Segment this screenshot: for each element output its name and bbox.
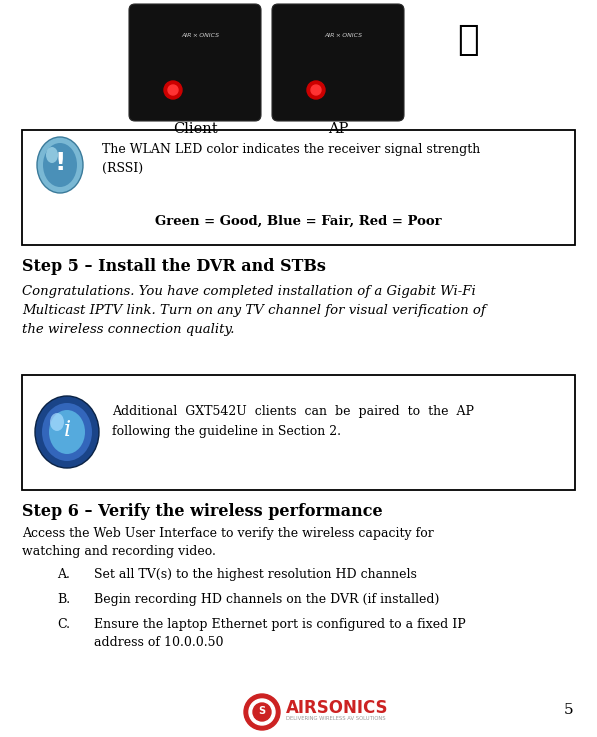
Text: Set all TV(s) to the highest resolution HD channels: Set all TV(s) to the highest resolution … bbox=[94, 568, 417, 581]
Text: Congratulations. You have completed installation of a Gigabit Wi-Fi
Multicast IP: Congratulations. You have completed inst… bbox=[22, 285, 486, 336]
FancyBboxPatch shape bbox=[22, 375, 575, 490]
Text: Client: Client bbox=[173, 122, 217, 136]
Text: Additional  GXT542U  clients  can  be  paired  to  the  AP
following the guideli: Additional GXT542U clients can be paired… bbox=[112, 405, 474, 438]
Text: Ensure the laptop Ethernet port is configured to a fixed IP
address of 10.0.0.50: Ensure the laptop Ethernet port is confi… bbox=[94, 618, 466, 649]
Text: Access the Web User Interface to verify the wireless capacity for
watching and r: Access the Web User Interface to verify … bbox=[22, 527, 434, 559]
Circle shape bbox=[253, 703, 271, 721]
FancyBboxPatch shape bbox=[129, 4, 261, 121]
Text: 5: 5 bbox=[564, 703, 573, 717]
Ellipse shape bbox=[43, 143, 77, 187]
Text: Step 5 – Install the DVR and STBs: Step 5 – Install the DVR and STBs bbox=[22, 258, 326, 275]
Circle shape bbox=[244, 694, 280, 730]
Text: !: ! bbox=[54, 151, 66, 175]
Text: Green = Good, Blue = Fair, Red = Poor: Green = Good, Blue = Fair, Red = Poor bbox=[155, 215, 442, 228]
Ellipse shape bbox=[49, 410, 85, 454]
Ellipse shape bbox=[46, 147, 58, 163]
FancyBboxPatch shape bbox=[22, 130, 575, 245]
Circle shape bbox=[311, 85, 321, 95]
Ellipse shape bbox=[35, 396, 99, 468]
Ellipse shape bbox=[42, 403, 92, 461]
Ellipse shape bbox=[37, 137, 83, 193]
Circle shape bbox=[307, 81, 325, 99]
Text: AP: AP bbox=[328, 122, 348, 136]
Circle shape bbox=[249, 699, 275, 725]
Text: AIRSONICS: AIRSONICS bbox=[286, 699, 389, 717]
Text: C.: C. bbox=[57, 618, 70, 631]
Ellipse shape bbox=[50, 413, 64, 431]
Text: AIR × ONICS: AIR × ONICS bbox=[181, 32, 219, 38]
Text: i: i bbox=[63, 419, 70, 441]
Text: A.: A. bbox=[57, 568, 70, 581]
Text: The WLAN LED color indicates the receiver signal strength
(RSSI): The WLAN LED color indicates the receive… bbox=[102, 143, 480, 175]
Circle shape bbox=[168, 85, 178, 95]
FancyBboxPatch shape bbox=[272, 4, 404, 121]
Text: Begin recording HD channels on the DVR (if installed): Begin recording HD channels on the DVR (… bbox=[94, 593, 439, 606]
Circle shape bbox=[164, 81, 182, 99]
Text: DELIVERING WIRELESS AV SOLUTIONS: DELIVERING WIRELESS AV SOLUTIONS bbox=[286, 716, 386, 722]
Text: 👍: 👍 bbox=[457, 23, 479, 57]
Text: B.: B. bbox=[57, 593, 70, 606]
Text: Step 6 – Verify the wireless performance: Step 6 – Verify the wireless performance bbox=[22, 503, 383, 520]
Text: AIR × ONICS: AIR × ONICS bbox=[324, 32, 362, 38]
Text: S: S bbox=[259, 706, 266, 716]
